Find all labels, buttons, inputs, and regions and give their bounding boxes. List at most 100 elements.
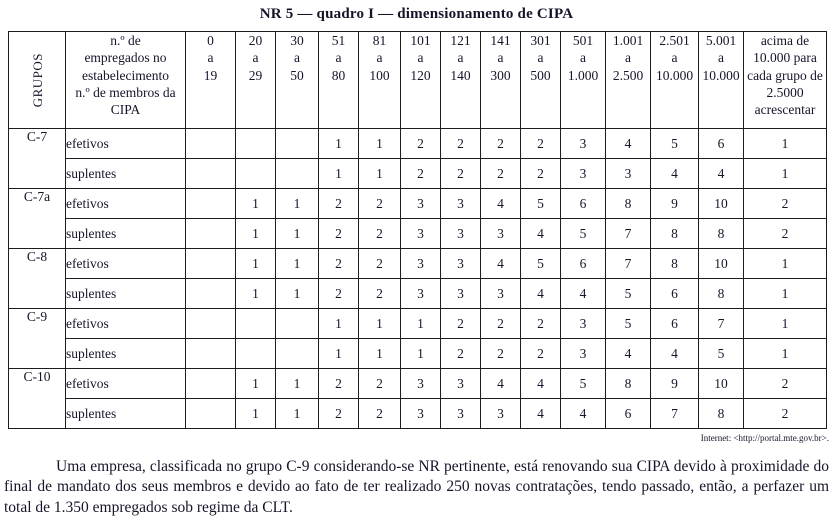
value-cell: 2 (318, 218, 359, 249)
group-label: C-8 (8, 248, 66, 309)
value-cell: 3 (440, 188, 481, 219)
value-cell: 2 (440, 158, 481, 189)
column-header-range-11: 2.501 a 10.000 (650, 31, 699, 129)
value-cell: 2 (480, 158, 521, 189)
value-cell: 2 (743, 398, 827, 429)
value-cell: 1 (235, 188, 276, 219)
value-cell: 5 (605, 308, 651, 339)
value-cell: 2 (520, 158, 561, 189)
value-cell: 8 (698, 278, 744, 309)
value-cell: 1 (358, 158, 401, 189)
value-cell: 2 (318, 248, 359, 279)
value-cell: 3 (560, 128, 606, 159)
value-cell: 2 (480, 308, 521, 339)
value-cell: 1 (275, 368, 319, 399)
value-cell: 5 (698, 338, 744, 369)
value-cell: 4 (560, 278, 606, 309)
column-header-employees: n.º de empregados no estabelecimento n.º… (65, 31, 186, 129)
value-cell: 2 (520, 308, 561, 339)
value-cell: 3 (400, 248, 441, 279)
column-header-range-12: 5.001 a 10.000 (698, 31, 744, 129)
value-cell: 6 (605, 398, 651, 429)
value-cell: 2 (358, 398, 401, 429)
value-cell (275, 158, 319, 189)
value-cell: 4 (520, 398, 561, 429)
value-cell: 4 (480, 248, 521, 279)
value-cell: 2 (400, 158, 441, 189)
value-cell: 3 (400, 278, 441, 309)
value-cell: 1 (275, 248, 319, 279)
value-cell (185, 218, 236, 249)
group-label: C-7 (8, 128, 66, 189)
value-cell: 2 (318, 398, 359, 429)
value-cell: 1 (400, 338, 441, 369)
value-cell: 3 (440, 278, 481, 309)
column-header-range-7: 141 a 300 (480, 31, 521, 129)
column-header-range-2: 30 a 50 (275, 31, 319, 129)
value-cell: 2 (358, 368, 401, 399)
value-cell: 1 (235, 218, 276, 249)
value-cell: 10 (698, 188, 744, 219)
value-cell: 4 (605, 128, 651, 159)
value-cell: 2 (400, 128, 441, 159)
value-cell (185, 278, 236, 309)
value-cell: 4 (480, 368, 521, 399)
column-header-range-4: 81 a 100 (358, 31, 401, 129)
table-row: suplentes 1 1 2 2 3 3 3 4 4 6 7 8 2 (9, 398, 827, 429)
column-header-range-1: 20 a 29 (235, 31, 276, 129)
group-label: C-10 (8, 368, 66, 429)
value-cell: 1 (235, 278, 276, 309)
value-cell: 8 (650, 248, 699, 279)
value-cell: 3 (400, 188, 441, 219)
value-cell: 3 (400, 368, 441, 399)
value-cell: 9 (650, 188, 699, 219)
source-citation: Internet: <http://portal.mte.gov.br>. (700, 433, 829, 443)
value-cell: 3 (480, 278, 521, 309)
value-cell: 2 (743, 368, 827, 399)
table-header-row: GRUPOS n.º de empregados no estabelecime… (8, 31, 827, 129)
value-cell: 1 (358, 128, 401, 159)
value-cell (275, 338, 319, 369)
value-cell: 2 (520, 338, 561, 369)
document-page: NR 5 — quadro I — dimensionamento de CIP… (0, 6, 833, 523)
value-cell: 6 (650, 308, 699, 339)
value-cell: 1 (743, 158, 827, 189)
value-cell: 1 (235, 248, 276, 279)
row-member-type: suplentes (65, 218, 186, 249)
value-cell: 1 (400, 308, 441, 339)
value-cell: 7 (698, 308, 744, 339)
grupos-rotated-label: GRUPOS (29, 52, 45, 108)
value-cell: 3 (400, 218, 441, 249)
value-cell: 5 (520, 248, 561, 279)
value-cell: 7 (605, 218, 651, 249)
value-cell: 1 (358, 338, 401, 369)
row-member-type: efetivos (65, 188, 186, 219)
value-cell: 2 (318, 368, 359, 399)
question-paragraph: Uma empresa, classificada no grupo C-9 c… (4, 458, 829, 516)
value-cell: 1 (743, 338, 827, 369)
table-row: suplentes 1 1 2 2 2 2 3 3 4 4 1 (9, 158, 827, 189)
value-cell: 3 (560, 158, 606, 189)
value-cell: 2 (358, 248, 401, 279)
value-cell (185, 308, 236, 339)
value-cell: 10 (698, 368, 744, 399)
column-header-range-10: 1.001 a 2.500 (605, 31, 651, 129)
value-cell: 8 (605, 188, 651, 219)
row-member-type: suplentes (65, 278, 186, 309)
value-cell: 2 (480, 128, 521, 159)
value-cell: 8 (698, 398, 744, 429)
value-cell: 2 (358, 218, 401, 249)
value-cell (235, 308, 276, 339)
value-cell: 1 (275, 398, 319, 429)
value-cell (185, 158, 236, 189)
table-row: C-8 efetivos 1 1 2 2 3 3 4 5 6 7 8 10 1 (8, 248, 827, 309)
table-row: C-7a efetivos 1 1 2 2 3 3 4 5 6 8 9 10 2 (8, 188, 827, 249)
value-cell: 2 (318, 278, 359, 309)
value-cell: 6 (698, 128, 744, 159)
value-cell: 3 (440, 218, 481, 249)
value-cell: 3 (440, 248, 481, 279)
value-cell: 2 (743, 218, 827, 249)
row-member-type: efetivos (65, 368, 186, 399)
value-cell: 2 (440, 338, 481, 369)
value-cell: 7 (650, 398, 699, 429)
